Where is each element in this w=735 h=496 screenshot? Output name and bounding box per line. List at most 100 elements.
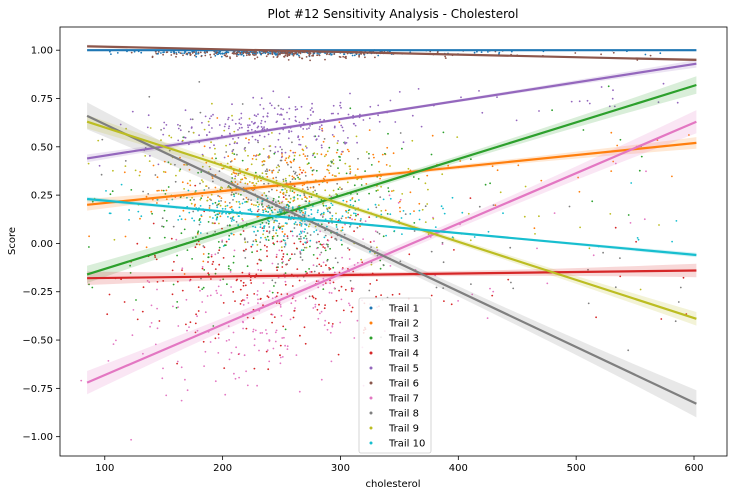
scatter-point [324, 304, 326, 306]
scatter-point [221, 167, 224, 170]
scatter-point [281, 356, 284, 358]
scatter-point [443, 300, 445, 302]
scatter-point [408, 253, 411, 256]
scatter-point [282, 260, 284, 263]
scatter-point [199, 198, 202, 201]
scatter-point [312, 307, 315, 309]
scatter-point [142, 286, 145, 289]
scatter-point [239, 303, 242, 305]
scatter-point [287, 200, 290, 203]
scatter-point [282, 196, 285, 199]
scatter-point [296, 223, 298, 226]
scatter-point [152, 222, 155, 225]
scatter-point [310, 213, 313, 216]
scatter-point [258, 153, 261, 156]
scatter-point [274, 340, 277, 343]
scatter-point [267, 219, 269, 222]
scatter-point [349, 216, 351, 219]
scatter-point [309, 52, 312, 55]
scatter-point [289, 201, 291, 204]
scatter-point [289, 160, 292, 163]
scatter-point [291, 178, 294, 181]
scatter-point [345, 172, 348, 175]
scatter-point [376, 246, 378, 249]
scatter-point [193, 198, 196, 201]
scatter-point [614, 162, 617, 165]
scatter-point [182, 209, 185, 212]
scatter-point [249, 208, 252, 211]
scatter-point [330, 292, 333, 294]
scatter-point [323, 138, 326, 140]
scatter-point [252, 122, 255, 125]
scatter-point [162, 280, 165, 282]
scatter-point [245, 137, 247, 140]
scatter-point [323, 307, 326, 310]
scatter-point [325, 264, 327, 267]
scatter-point [185, 298, 188, 301]
scatter-point [282, 178, 285, 181]
scatter-point [282, 52, 284, 55]
scatter-point [273, 219, 276, 222]
scatter-point [165, 51, 168, 54]
scatter-point [333, 53, 336, 55]
scatter-point [171, 293, 174, 296]
scatter-point [317, 135, 320, 138]
scatter-point [267, 156, 269, 158]
scatter-point [254, 121, 256, 124]
scatter-point [344, 223, 346, 226]
scatter-point [253, 154, 255, 157]
scatter-point [222, 257, 225, 259]
scatter-point [320, 146, 323, 149]
scatter-point [308, 295, 311, 298]
scatter-point [336, 149, 339, 151]
scatter-point [308, 127, 310, 129]
scatter-point [128, 219, 130, 221]
scatter-point [240, 112, 243, 115]
scatter-point [177, 127, 180, 130]
scatter-point [172, 225, 175, 228]
scatter-point [186, 52, 189, 55]
scatter-point [440, 205, 443, 208]
scatter-point [177, 123, 179, 126]
scatter-point [247, 126, 250, 129]
scatter-point [214, 380, 217, 383]
scatter-point [278, 132, 281, 135]
scatter-point [299, 240, 302, 243]
legend-item: Trail 6 [369, 379, 419, 390]
scatter-point [188, 279, 191, 282]
scatter-point [201, 267, 204, 270]
scatter-point [360, 184, 363, 186]
scatter-point [322, 140, 325, 143]
scatter-point [283, 336, 285, 339]
scatter-point [255, 158, 258, 161]
scatter-point [119, 123, 122, 126]
scatter-point [297, 51, 300, 54]
scatter-point [337, 112, 339, 115]
scatter-point [250, 163, 253, 166]
scatter-point [418, 218, 421, 221]
scatter-point [194, 246, 197, 249]
scatter-point [417, 88, 420, 90]
scatter-point [281, 249, 283, 252]
scatter-point [271, 237, 274, 240]
scatter-point [380, 213, 383, 216]
scatter-point [359, 225, 361, 228]
scatter-point [227, 127, 230, 130]
scatter-point [218, 170, 221, 173]
scatter-point [207, 221, 210, 223]
scatter-point [471, 293, 474, 296]
scatter-point [388, 194, 391, 197]
scatter-point [226, 224, 229, 227]
scatter-point [325, 153, 327, 156]
scatter-point [264, 120, 267, 123]
scatter-point [300, 238, 302, 240]
scatter-point [338, 289, 340, 292]
scatter-point [322, 204, 325, 207]
scatter-point [298, 178, 301, 181]
scatter-point [370, 164, 373, 166]
scatter-point [295, 354, 298, 356]
scatter-point [260, 236, 262, 239]
scatter-point [273, 221, 275, 224]
scatter-point [435, 286, 438, 289]
scatter-point [342, 199, 345, 202]
